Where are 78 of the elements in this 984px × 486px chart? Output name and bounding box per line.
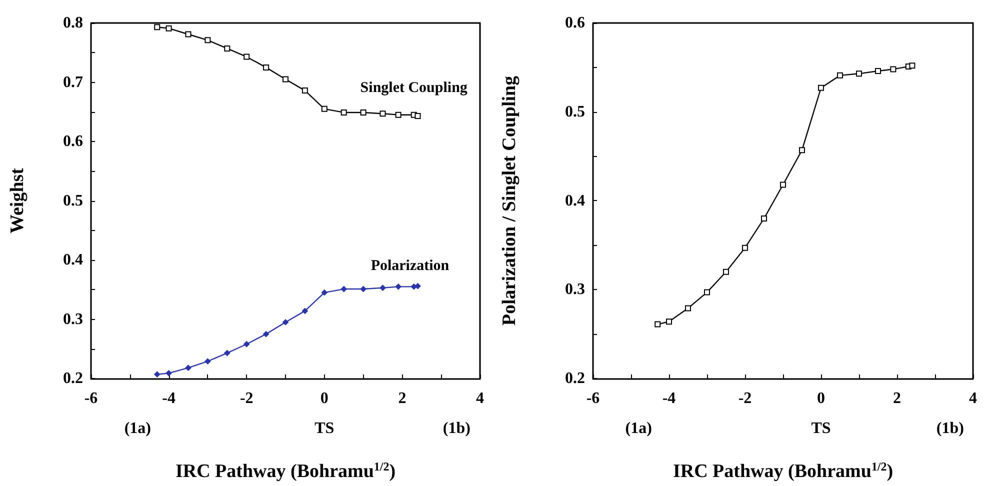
text: (1a) — [625, 420, 652, 437]
point — [761, 216, 767, 222]
point — [185, 31, 192, 38]
point — [799, 147, 805, 154]
point — [654, 321, 661, 328]
y-tick-label: 0.4 — [565, 192, 585, 210]
y-axis-title: Weighst — [7, 167, 28, 234]
point — [360, 109, 366, 116]
y-tick-label: 0.6 — [63, 133, 83, 150]
x-tick-label: -6 — [586, 390, 600, 407]
point — [166, 25, 172, 32]
x-tick-label: -2 — [240, 390, 254, 407]
point — [185, 364, 192, 371]
y-tick-label: 0.2 — [63, 370, 83, 387]
y-tick-label: 0.5 — [565, 103, 585, 120]
y-tick-label: 0.4 — [63, 252, 83, 268]
point — [321, 106, 328, 112]
text: TS — [811, 420, 831, 437]
y-tick-label: 0.8 — [63, 14, 83, 32]
point — [204, 37, 211, 44]
point — [704, 289, 710, 296]
point — [837, 72, 843, 78]
point — [224, 45, 230, 52]
point — [685, 305, 691, 312]
text: (1a) — [124, 420, 152, 437]
x-tick-label: -2 — [738, 390, 752, 407]
point — [414, 113, 421, 120]
point — [909, 62, 916, 69]
x-tick-label: 4 — [476, 390, 484, 407]
point — [302, 308, 308, 314]
point — [204, 358, 211, 364]
point — [321, 290, 328, 296]
point — [890, 66, 896, 72]
point — [780, 182, 786, 188]
x-tick-label: -6 — [84, 390, 98, 407]
y-tick-label: 0.2 — [565, 370, 585, 387]
text: TS — [314, 420, 334, 437]
point — [666, 318, 672, 325]
y-tick-label: 0.5 — [63, 192, 83, 210]
point — [340, 286, 347, 292]
y-tick-label: 0.6 — [565, 14, 585, 32]
point — [875, 68, 881, 74]
point — [302, 88, 308, 94]
point — [856, 70, 862, 77]
x-tick-label: 2 — [893, 390, 901, 407]
point — [263, 331, 270, 338]
y-tick-label: 0.3 — [565, 281, 585, 298]
x-tick-label: 4 — [969, 390, 977, 407]
point — [154, 371, 160, 378]
point — [742, 244, 748, 251]
point — [263, 64, 270, 70]
point — [395, 284, 402, 290]
x-tick-label: 0 — [320, 390, 328, 407]
point — [360, 286, 366, 292]
series-label: Polarization — [370, 258, 450, 274]
point — [818, 84, 824, 91]
point — [282, 76, 288, 82]
point — [244, 341, 250, 348]
point — [395, 112, 402, 118]
x-tick-label: 2 — [398, 390, 406, 407]
y-tick-label: 0.7 — [63, 74, 83, 91]
x-tick-label: 0 — [817, 390, 825, 407]
y-tick-label: 0.3 — [63, 310, 83, 328]
point — [723, 268, 729, 275]
point — [340, 109, 347, 116]
point — [282, 319, 288, 326]
text: (1b) — [442, 420, 470, 437]
series-label: Singlet Coupling — [360, 80, 468, 96]
point — [166, 370, 172, 376]
x-tick-label: -4 — [162, 390, 176, 407]
y-axis-title: Polarization / Singlet Coupling — [499, 75, 520, 326]
point — [380, 284, 386, 291]
point — [224, 350, 230, 356]
text: (1b) — [936, 420, 964, 437]
point — [154, 24, 160, 30]
x-tick-label: -4 — [662, 390, 676, 407]
point — [244, 54, 250, 60]
point — [380, 110, 386, 117]
